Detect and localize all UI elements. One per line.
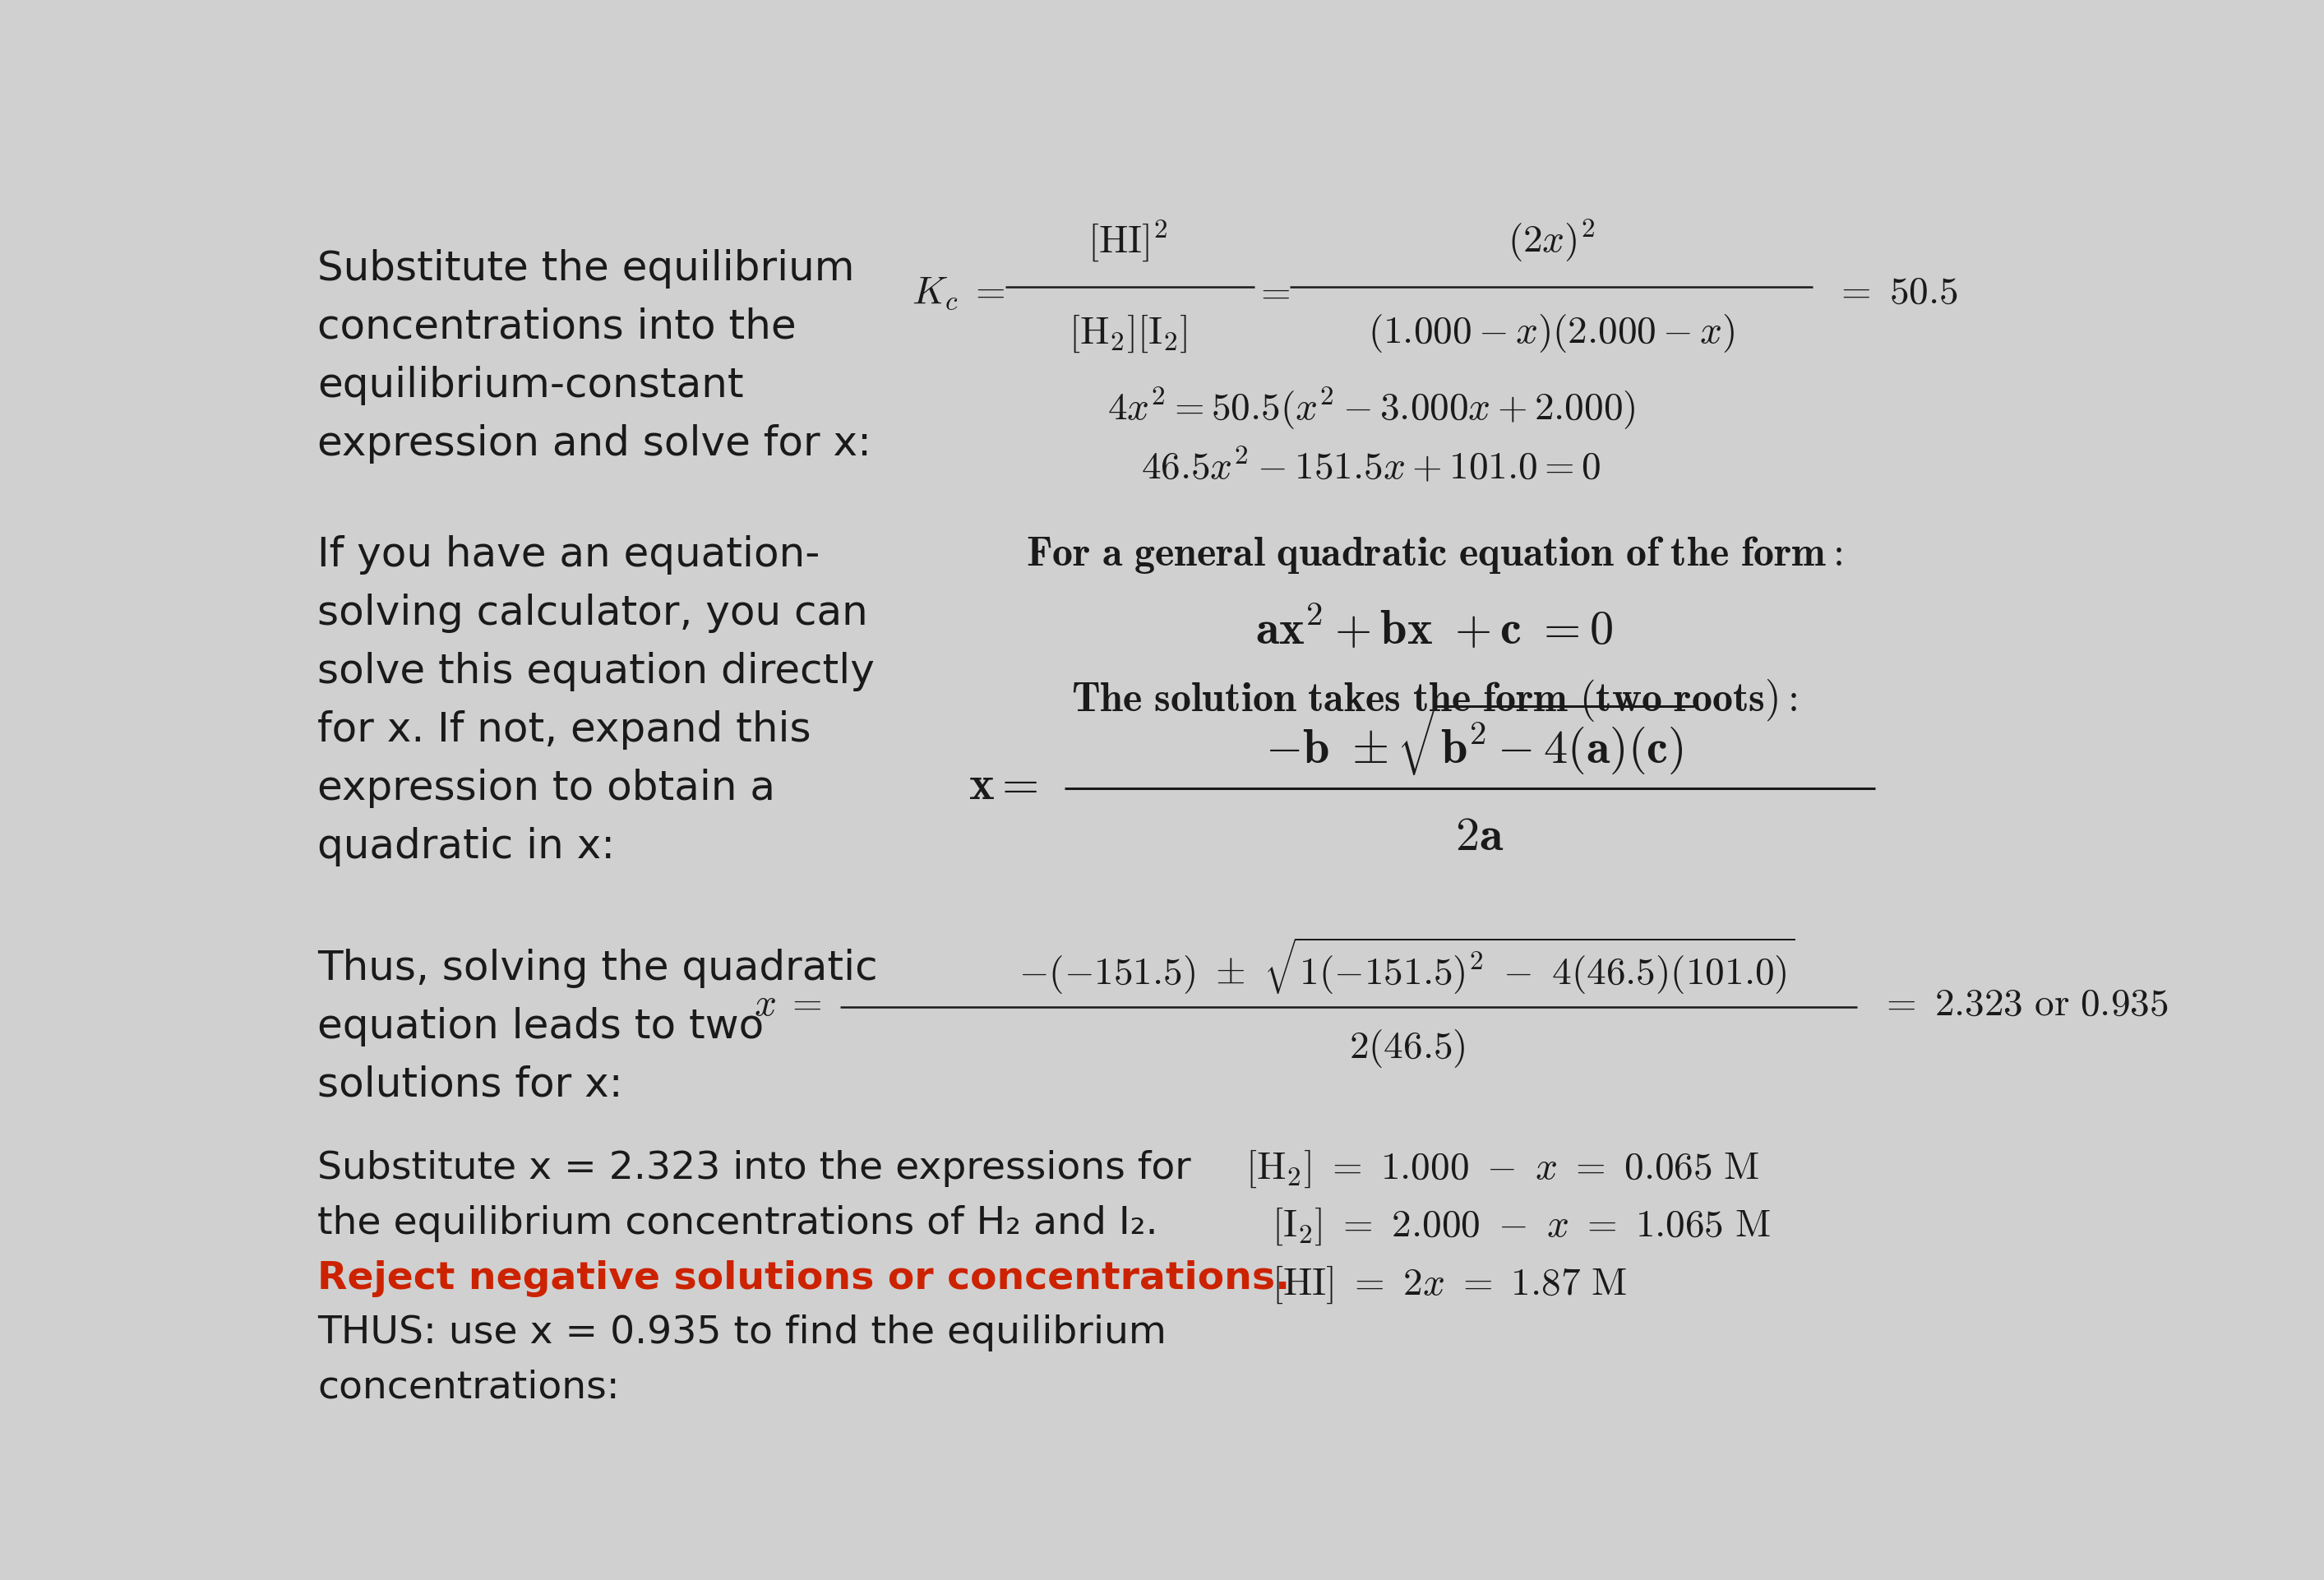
Text: $[\mathrm{HI}]\ =\ 2x\ =\ 1.87\ \mathrm{M}$: $[\mathrm{HI}]\ =\ 2x\ =\ 1.87\ \mathrm{… <box>1271 1264 1627 1305</box>
Text: $[\mathrm{I}_2]\ =\ 2.000\ -\ x\ =\ 1.065\ \mathrm{M}$: $[\mathrm{I}_2]\ =\ 2.000\ -\ x\ =\ 1.06… <box>1271 1206 1771 1247</box>
Text: quadratic in x:: quadratic in x: <box>318 826 616 866</box>
Text: the equilibrium concentrations of H₂ and I₂.: the equilibrium concentrations of H₂ and… <box>318 1206 1157 1242</box>
Text: $4x^2 = 50.5(x^2 - 3.000x + 2.000)$: $4x^2 = 50.5(x^2 - 3.000x + 2.000)$ <box>1106 386 1636 431</box>
Text: for x. If not, expand this: for x. If not, expand this <box>318 709 811 749</box>
Text: $(2x)^2$: $(2x)^2$ <box>1508 218 1594 264</box>
Text: $K_c\;=\;$: $K_c\;=\;$ <box>911 275 1004 311</box>
Text: $\bf{-b \ \pm\sqrt{b^2 - 4(a)(c)}}$: $\bf{-b \ \pm\sqrt{b^2 - 4(a)(c)}}$ <box>1264 702 1694 777</box>
Text: concentrations:: concentrations: <box>318 1370 621 1406</box>
Text: solve this equation directly: solve this equation directly <box>318 651 874 690</box>
Text: Reject negative solutions or concentrations.: Reject negative solutions or concentrati… <box>318 1259 1290 1297</box>
Text: Thus, solving the quadratic: Thus, solving the quadratic <box>318 948 878 988</box>
Text: $-(-151.5)\ \pm\ \sqrt{1(-151.5)^2\ -\ 4(46.5)(101.0)}$: $-(-151.5)\ \pm\ \sqrt{1(-151.5)^2\ -\ 4… <box>1018 935 1796 995</box>
Text: $46.5x^2 - 151.5x + 101.0 = 0$: $46.5x^2 - 151.5x + 101.0 = 0$ <box>1141 447 1601 487</box>
Text: solving calculator, you can: solving calculator, you can <box>318 592 869 632</box>
Text: equilibrium-constant: equilibrium-constant <box>318 365 744 404</box>
Text: $=\ 2.323\ \mathrm{or}\ 0.935$: $=\ 2.323\ \mathrm{or}\ 0.935$ <box>1880 986 2168 1024</box>
Text: concentrations into the: concentrations into the <box>318 308 797 346</box>
Text: $\bf{ax^2 + bx \ + c \ = 0}$: $\bf{ax^2 + bx \ + c \ = 0}$ <box>1255 605 1613 654</box>
Text: equation leads to two: equation leads to two <box>318 1006 765 1046</box>
Text: Substitute x = 2.323 into the expressions for: Substitute x = 2.323 into the expression… <box>318 1150 1192 1188</box>
Text: $[\mathrm{HI}]^2$: $[\mathrm{HI}]^2$ <box>1088 218 1169 264</box>
Text: expression and solve for x:: expression and solve for x: <box>318 423 872 463</box>
Text: $[\mathrm{H}_2][\mathrm{I}_2]$: $[\mathrm{H}_2][\mathrm{I}_2]$ <box>1069 313 1188 354</box>
Text: If you have an equation-: If you have an equation- <box>318 536 820 574</box>
Text: $2(46.5)$: $2(46.5)$ <box>1348 1027 1466 1070</box>
Text: solutions for x:: solutions for x: <box>318 1065 623 1104</box>
Text: $(1.000 - x)(2.000 - x)$: $(1.000 - x)(2.000 - x)$ <box>1369 313 1734 354</box>
Text: $[\mathrm{H}_2]\ =\ 1.000\ -\ x\ =\ 0.065\ \mathrm{M}$: $[\mathrm{H}_2]\ =\ 1.000\ -\ x\ =\ 0.06… <box>1246 1149 1759 1190</box>
Text: $\bf{2a}$: $\bf{2a}$ <box>1455 814 1504 860</box>
Text: expression to obtain a: expression to obtain a <box>318 768 776 807</box>
Text: THUS: use x = 0.935 to find the equilibrium: THUS: use x = 0.935 to find the equilibr… <box>318 1315 1167 1352</box>
Text: Substitute the equilibrium: Substitute the equilibrium <box>318 250 855 289</box>
Text: $\bf{x =}$: $\bf{x =}$ <box>969 762 1039 809</box>
Text: $=$: $=$ <box>1255 275 1290 311</box>
Text: $x\;=$: $x\;=$ <box>753 986 823 1024</box>
Text: $\bf{For\ a\ general\ quadratic\ equation\ of\ the\ form:}$: $\bf{For\ a\ general\ quadratic\ equatio… <box>1027 534 1843 575</box>
Text: $\bf{The\ solution\ takes\ the\ form\ (two\ roots):}$: $\bf{The\ solution\ takes\ the\ form\ (t… <box>1071 678 1796 724</box>
Text: $=\ 50.5$: $=\ 50.5$ <box>1834 275 1957 311</box>
